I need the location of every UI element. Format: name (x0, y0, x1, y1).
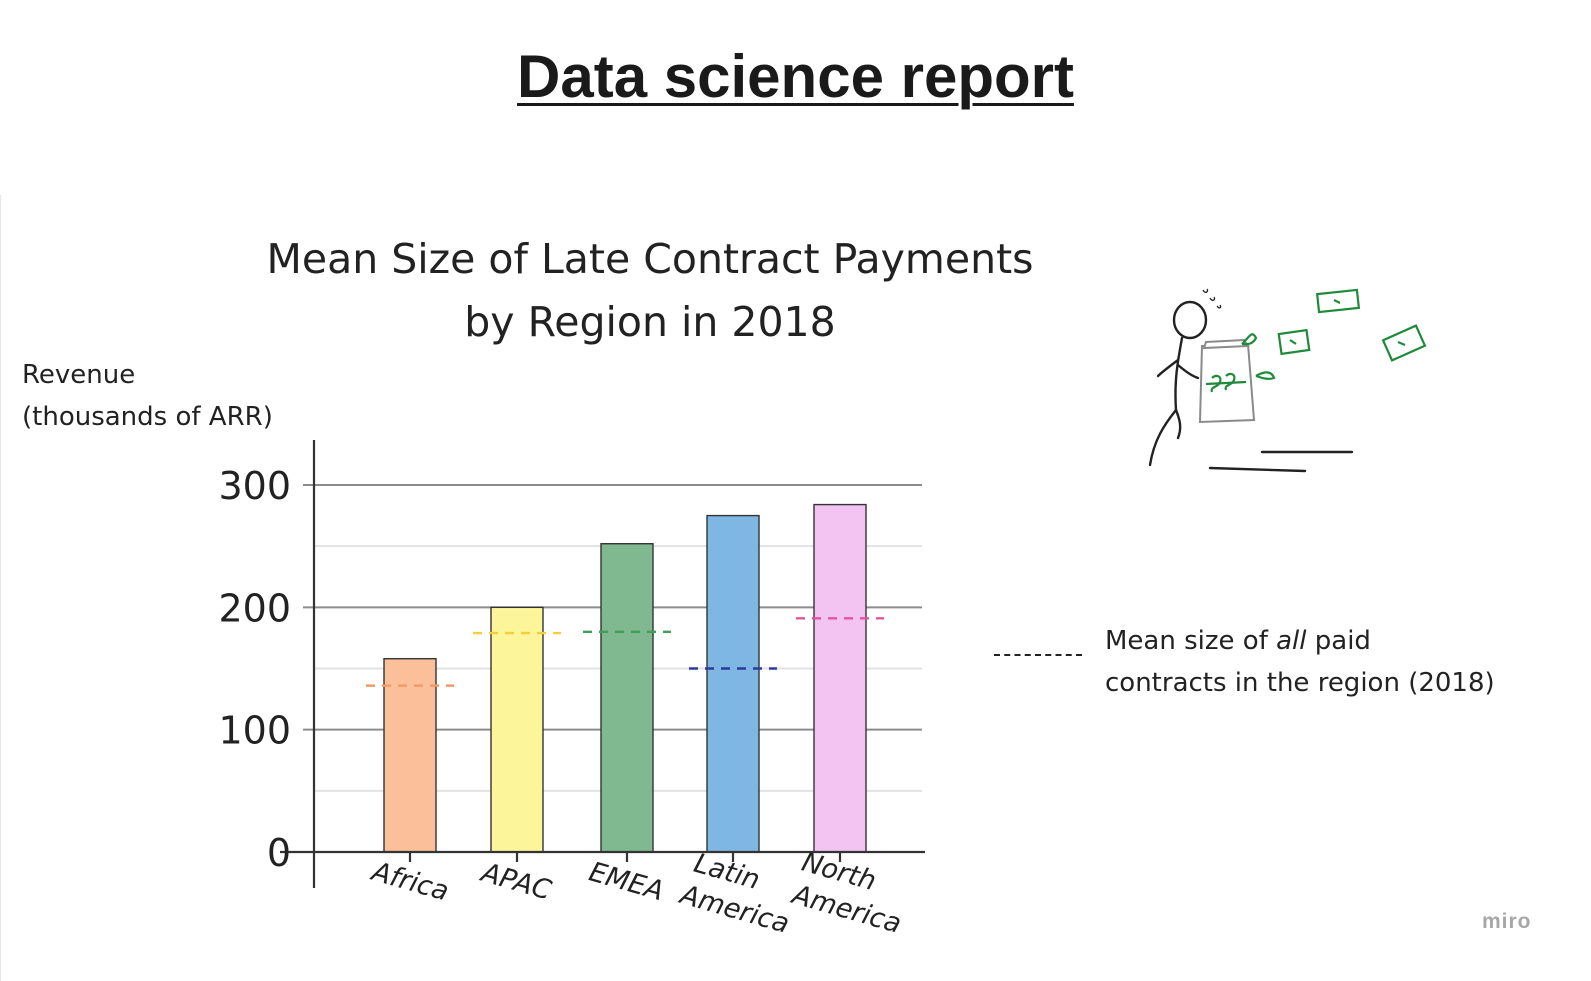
chart-title-line1: Mean Size of Late Contract Payments (266, 235, 1034, 283)
x-category-label-line: Africa (367, 856, 452, 908)
report-title: Data science report (517, 43, 1074, 110)
y-tick-label: 300 (218, 464, 291, 508)
miro-watermark: miro (1482, 910, 1532, 933)
x-category-label: EMEA (586, 856, 667, 907)
bar (600, 543, 654, 853)
x-category-label-line: APAC (476, 857, 555, 907)
bar (383, 658, 437, 853)
bar-chart: 0 100 200 300 Africa APAC EMEA LatinAmericaNort… (218, 440, 925, 940)
chart-title-line2: by Region in 2018 (464, 298, 836, 346)
bars-layer (383, 503, 867, 853)
legend-text-line2: contracts in the region (2018) (1105, 668, 1495, 698)
chart-title: Mean Size of Late Contract Payments by R… (250, 228, 1050, 354)
legend-text: Mean size of all paid contracts in the r… (1105, 620, 1545, 704)
frame-edge (0, 195, 1, 981)
stick-figure-money-shredder-icon (1148, 288, 1427, 473)
y-tick-label: 100 (218, 709, 291, 753)
bar (706, 514, 760, 853)
legend: Mean size of all paid contracts in the r… (990, 620, 1550, 710)
x-category-label: Africa (367, 856, 452, 908)
labels-layer: 0 100 200 300 Africa APAC EMEA LatinAmericaNort… (218, 464, 905, 940)
bar (813, 503, 867, 853)
axes-layer (280, 440, 925, 888)
y-tick-label: 0 (267, 831, 291, 875)
legend-dashed-swatch (994, 654, 1082, 656)
bar (490, 606, 544, 853)
x-category-label-line: EMEA (586, 856, 667, 907)
y-axis-label: Revenue (thousands of ARR) (22, 354, 273, 438)
legend-text-line1: Mean size of all paid (1105, 626, 1371, 656)
x-category-label: APAC (476, 857, 555, 907)
y-axis-label-line1: Revenue (22, 360, 136, 390)
y-tick-label: 200 (218, 586, 291, 630)
y-axis-label-line2: (thousands of ARR) (22, 402, 273, 432)
